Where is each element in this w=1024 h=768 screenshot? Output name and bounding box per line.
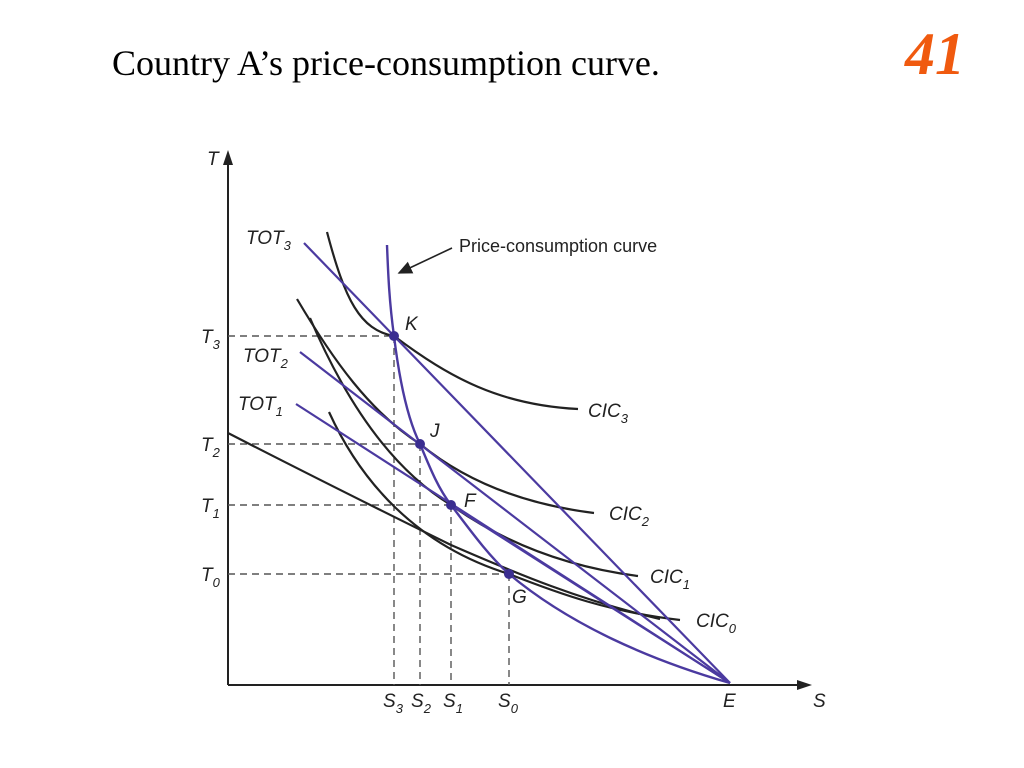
tick-s0-label: S0: [498, 691, 519, 716]
tick-t3-label: T3: [201, 327, 221, 352]
cic-lower-line: [227, 432, 661, 621]
tot-lines: [295, 242, 731, 684]
axis-y-label: T: [207, 149, 220, 170]
point-g-dot: [504, 569, 514, 579]
tot2-line: [299, 351, 731, 684]
tick-s1-label: S1: [443, 691, 463, 716]
tot0-line: [450, 504, 731, 684]
tick-s3-label: S3: [383, 691, 404, 716]
slide-number: 41: [905, 21, 965, 87]
price-consumption-curve: [385, 244, 731, 685]
tick-t0-label: T0: [201, 565, 221, 590]
tot1-label: TOT1: [238, 394, 283, 419]
point-k-label: K: [405, 314, 419, 335]
cic1-label: CIC1: [650, 567, 690, 592]
cic3-label: CIC3: [588, 401, 629, 426]
y-axis-arrow-icon: [223, 150, 233, 165]
origin-e-label: E: [723, 691, 736, 712]
point-k-dot: [389, 331, 399, 341]
tot3-line: [303, 242, 731, 684]
point-j-dot: [415, 439, 425, 449]
tick-t1-label: T1: [201, 496, 220, 521]
axis-x-label: S: [813, 691, 826, 712]
equilibrium-points: [389, 331, 514, 579]
point-f-label: F: [464, 491, 477, 512]
tot3-label: TOT3: [246, 228, 292, 253]
tick-s2-label: S2: [411, 691, 432, 716]
point-f-dot: [446, 500, 456, 510]
tot2-label: TOT2: [243, 346, 289, 371]
cic2-label: CIC2: [609, 504, 650, 529]
cic0-label: CIC0: [696, 611, 737, 636]
tick-t2-label: T2: [201, 435, 221, 460]
point-g-label: G: [512, 587, 527, 608]
cic3-curve: [325, 231, 579, 411]
slide-title: Country A’s price-consumption curve.: [112, 43, 660, 83]
pcc-label: Price-consumption curve: [459, 236, 657, 256]
point-j-label: J: [429, 421, 440, 442]
x-axis-arrow-icon: [797, 680, 812, 690]
pcc-pointer-arrow: [397, 247, 453, 274]
